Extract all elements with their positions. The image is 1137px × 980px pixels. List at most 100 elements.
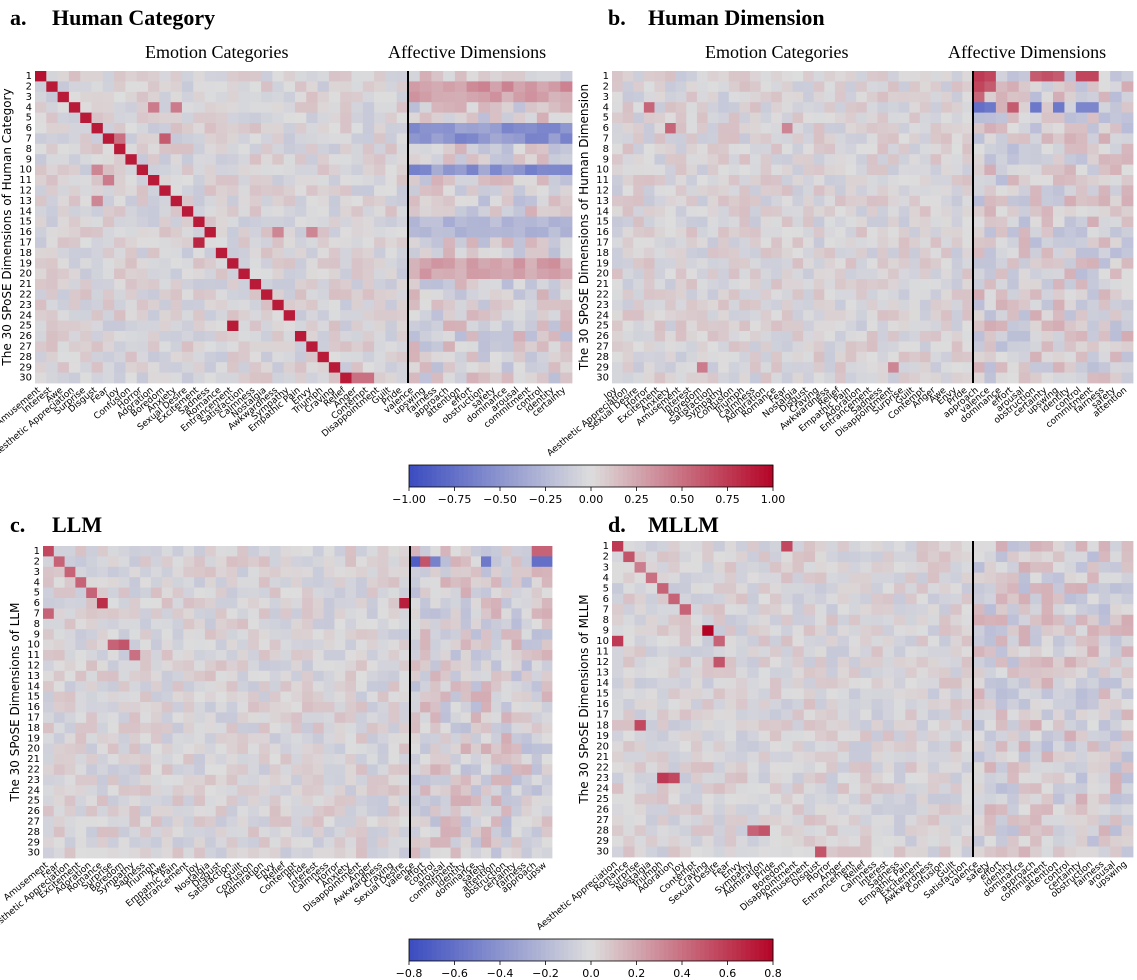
heatmap-cell (898, 279, 910, 290)
heatmap-cell (898, 227, 910, 238)
heatmap-cell (420, 629, 431, 640)
heatmap-cell (916, 583, 929, 595)
colorbar-segment (422, 465, 428, 487)
heatmap-cell (118, 774, 130, 786)
heatmap-cell (443, 372, 456, 384)
heatmap-cell (170, 175, 183, 186)
heatmap-cell (1098, 143, 1111, 155)
heatmap-cell (258, 837, 271, 848)
heatmap-cell (824, 102, 836, 113)
heatmap-cell (294, 154, 307, 165)
heatmap-cell (1007, 268, 1020, 280)
heatmap-cell (657, 562, 669, 573)
heatmap-cell (420, 764, 431, 776)
heatmap-cell (1110, 143, 1122, 155)
heatmap-cell (1087, 289, 1100, 301)
heatmap-cell (898, 268, 910, 280)
colorbar-segment (591, 465, 597, 487)
heatmap-cell (1121, 175, 1134, 186)
row-tick-label: 27 (19, 342, 32, 353)
heatmap-cell (877, 102, 889, 113)
heatmap-cell (419, 216, 432, 228)
heatmap-cell (35, 81, 47, 93)
heatmap-cell (366, 806, 379, 817)
heatmap-cell (53, 722, 65, 734)
heatmap-cell (792, 227, 804, 238)
heatmap-cell (204, 608, 217, 620)
heatmap-cell (919, 81, 931, 93)
heatmap-cell (46, 351, 58, 363)
heatmap-cell (1110, 206, 1122, 217)
heatmap-cell (68, 351, 81, 363)
heatmap-cell (204, 341, 217, 353)
heatmap-cell (294, 310, 307, 321)
heatmap-cell (91, 123, 104, 134)
heatmap-cell (871, 614, 884, 626)
heatmap-cell (129, 566, 141, 578)
heatmap-cell (75, 712, 87, 724)
heatmap-cell (86, 566, 98, 578)
heatmap-cell (377, 660, 389, 672)
heatmap-cell (294, 216, 307, 228)
heatmap-cell (57, 351, 70, 363)
heatmap-cell (43, 702, 55, 713)
heatmap-cell (760, 310, 772, 321)
heatmap-cell (781, 185, 793, 197)
heatmap-cell (513, 279, 526, 290)
heatmap-cell (261, 91, 273, 103)
heatmap-cell (362, 237, 375, 249)
heatmap-cell (181, 268, 194, 280)
heatmap-cell (366, 670, 379, 682)
heatmap-cell (718, 123, 730, 134)
heatmap-cell (466, 154, 479, 165)
heatmap-cell (385, 195, 398, 207)
heatmap-cell (408, 289, 421, 301)
heatmap-cell (760, 175, 772, 186)
heatmap-cell (643, 102, 655, 113)
row-tick-label: 23 (27, 775, 40, 786)
heatmap-cell (856, 341, 868, 353)
heatmap-cell (53, 660, 65, 672)
heatmap-cell (356, 670, 368, 682)
heatmap-cell (1087, 247, 1100, 259)
heatmap-cell (118, 650, 130, 661)
heatmap-cell (96, 712, 109, 724)
heatmap-cell (280, 608, 292, 620)
row-tick-label: 8 (34, 619, 40, 630)
heatmap-cell (351, 91, 364, 103)
heatmap-cell (760, 362, 772, 373)
heatmap-cell (35, 351, 47, 363)
heatmap-cell (803, 258, 815, 269)
heatmap-cell (129, 577, 141, 588)
heatmap-cell (35, 112, 47, 124)
heatmap-cell (430, 774, 441, 786)
heatmap-cell (183, 722, 195, 734)
heatmap-cell (460, 733, 472, 744)
heatmap-cell (159, 164, 172, 176)
heatmap-cell (675, 206, 687, 217)
heatmap-cell (75, 826, 87, 838)
heatmap-cell (148, 362, 160, 373)
heatmap-cell (306, 279, 318, 290)
heatmap-cell (739, 185, 751, 197)
heatmap-cell (856, 102, 868, 113)
heatmap-cell (845, 237, 857, 249)
heatmap-cell (750, 216, 762, 228)
heatmap-cell (96, 660, 109, 672)
heatmap-cell (454, 175, 467, 186)
heatmap-cell (148, 206, 160, 217)
heatmap-cell (657, 583, 669, 595)
heatmap-cell (408, 216, 421, 228)
heatmap-cell (1075, 216, 1088, 228)
heatmap-cell (845, 91, 857, 103)
heatmap-cell (781, 320, 793, 332)
heatmap-cell (856, 91, 868, 103)
heatmap-cell (312, 733, 325, 744)
heatmap-cell (633, 362, 645, 373)
heatmap-cell (356, 639, 368, 651)
heatmap-cell (334, 743, 346, 755)
heatmap-cell (237, 774, 249, 786)
heatmap-cell (490, 102, 503, 113)
heatmap-cell (1030, 237, 1042, 249)
heatmap-cell (686, 175, 698, 186)
